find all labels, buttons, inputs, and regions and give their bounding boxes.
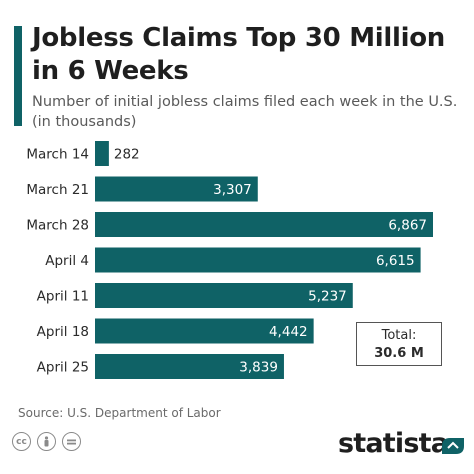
category-label: March 21 xyxy=(26,182,89,198)
value-label: 5,237 xyxy=(308,289,347,305)
cc-icon[interactable]: cc xyxy=(12,432,31,451)
bar xyxy=(95,141,109,166)
bar xyxy=(95,212,433,237)
bar xyxy=(95,283,353,308)
category-label: April 18 xyxy=(37,324,89,340)
bar-chart: March 14 282 March 21 3,307 March 28 6,867 Apr… xyxy=(26,141,433,379)
total-label: Total: xyxy=(381,328,417,343)
category-label: April 25 xyxy=(37,360,89,376)
total-value: 30.6 M xyxy=(374,346,424,361)
category-label: April 4 xyxy=(45,253,89,269)
chart-title: Jobless Claims Top 30 Million in 6 Weeks xyxy=(32,23,446,86)
category-label: April 11 xyxy=(37,289,89,305)
value-label: 4,442 xyxy=(269,324,308,340)
chart-subtitle: Number of initial jobless claims filed e… xyxy=(32,94,458,130)
bar xyxy=(95,247,421,273)
total-callout: Total: 30.6 M xyxy=(356,322,442,366)
category-label: March 28 xyxy=(26,218,89,234)
value-label: 6,615 xyxy=(376,253,415,269)
statista-logo-icon[interactable] xyxy=(440,434,466,458)
bar xyxy=(95,354,284,379)
source-note: Source: U.S. Department of Labor xyxy=(18,406,221,420)
attribution-icon[interactable] xyxy=(37,432,56,451)
category-label: March 14 xyxy=(26,147,89,163)
value-label: 6,867 xyxy=(388,218,427,234)
statista-logo-text[interactable]: statista xyxy=(338,428,449,459)
value-label: 3,307 xyxy=(213,182,252,198)
license-icons: cc xyxy=(12,432,81,451)
value-label: 282 xyxy=(114,147,140,163)
title-accent-bar xyxy=(14,26,22,126)
no-derivatives-icon[interactable] xyxy=(62,432,81,451)
bar xyxy=(95,318,314,344)
value-label: 3,839 xyxy=(239,360,278,376)
bar xyxy=(95,176,258,202)
